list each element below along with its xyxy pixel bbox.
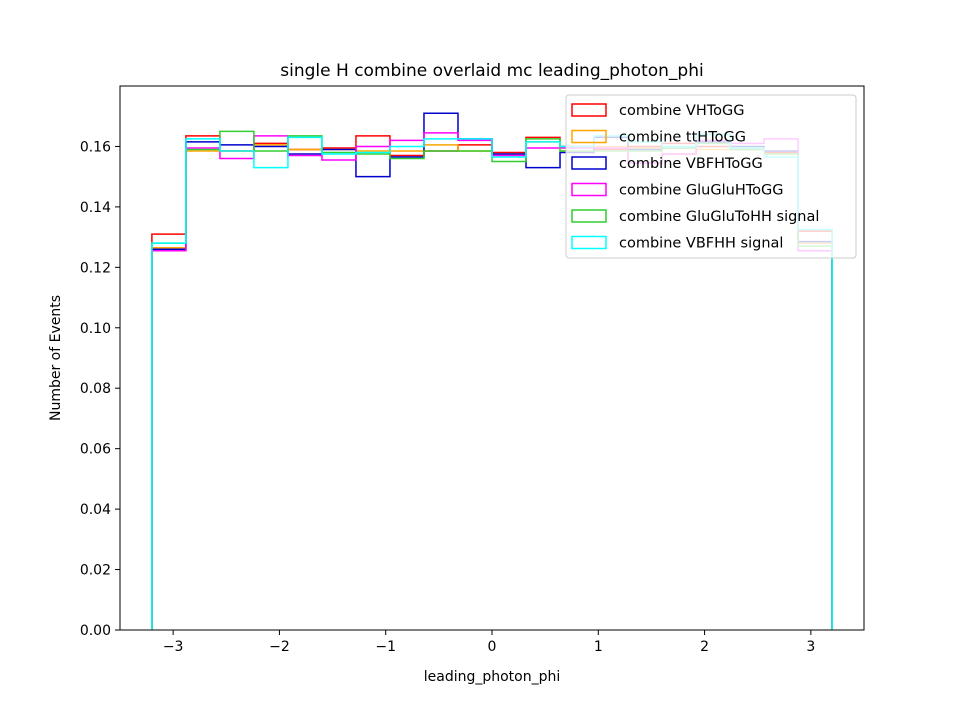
x-tick-label: 1 (594, 639, 603, 655)
chart-title: single H combine overlaid mc leading_pho… (280, 61, 703, 81)
legend-box (565, 94, 857, 259)
axes: −3 −2 −1 0 1 2 3 0.00 0.02 0.04 0.06 0.08 0.10 0.12 0.… (80, 85, 865, 655)
legend-label: combine GluGluToHH signal (619, 209, 819, 225)
legend-swatch (571, 103, 607, 117)
legend-label: combine GluGluHToGG (619, 183, 783, 199)
legend-label: combine ttHToGG (619, 130, 746, 146)
y-tick-label: 0.00 (80, 623, 111, 639)
legend-swatch (571, 182, 607, 197)
legend-label: combine VBFHH signal (619, 236, 783, 252)
y-tick-label: 0.10 (80, 321, 111, 337)
y-tick-label: 0.12 (80, 260, 111, 276)
legend-label: combine VHToGG (619, 103, 744, 119)
y-tick-label: 0.04 (80, 502, 111, 518)
y-axis-label: Number of Events (48, 295, 64, 421)
x-axis-label: leading_photon_phi (424, 669, 561, 685)
y-tick-label: 0.14 (80, 200, 111, 216)
legend-swatch (571, 156, 607, 170)
x-tick-label: −2 (269, 639, 290, 655)
y-tick-label: 0.06 (80, 442, 111, 458)
legend-swatch (571, 209, 607, 223)
x-tick-label: −1 (375, 639, 396, 655)
legend: combine VHToGG combine ttHToGG combine VBF… (565, 94, 857, 259)
legend-label: combine VBFHToGG (619, 156, 763, 172)
x-tick-label: 0 (488, 639, 497, 655)
y-tick-label: 0.02 (80, 563, 111, 579)
x-tick-label: 2 (700, 639, 709, 655)
x-tick-label: 3 (806, 639, 815, 655)
y-tick-label: 0.08 (80, 381, 111, 397)
y-tick-label: 0.16 (80, 139, 111, 155)
x-tick-label: −3 (163, 639, 184, 655)
legend-swatch (571, 235, 607, 250)
legend-swatch (571, 129, 607, 144)
